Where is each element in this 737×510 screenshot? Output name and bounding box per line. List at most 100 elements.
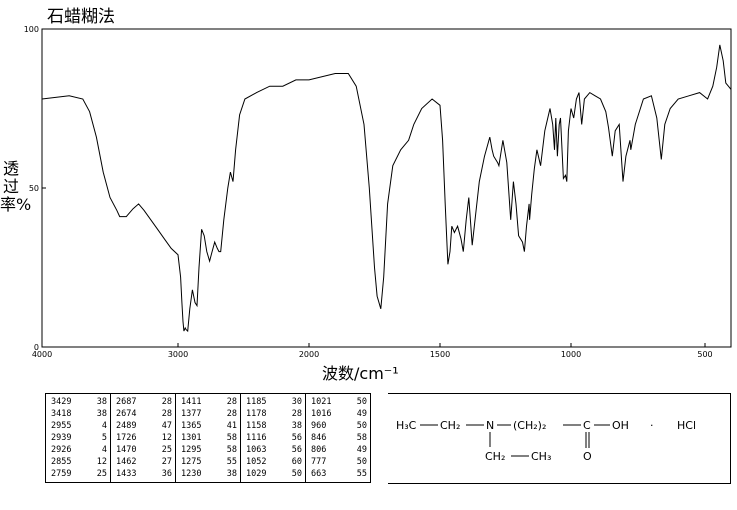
peak-transmittance: 4 [101, 445, 107, 455]
peak-table: 3429 38 3418 38 2955 4 2939 5 2926 4 2855 12 2759 25 2… [45, 393, 371, 483]
peak-entry: 663 55 [311, 468, 367, 480]
peak-entry: 1462 27 [116, 456, 172, 468]
peak-column-group: 2687 28 2674 28 2489 47 1726 12 1470 25 1462 27 1433… [110, 393, 176, 483]
peak-transmittance: 58 [226, 445, 237, 455]
peak-entry: 1230 38 [181, 468, 237, 480]
peak-wavenumber: 1433 [116, 469, 137, 479]
peak-transmittance: 25 [161, 445, 172, 455]
peak-wavenumber: 1021 [311, 397, 332, 407]
peak-wavenumber: 1301 [181, 433, 202, 443]
peak-wavenumber: 1295 [181, 445, 202, 455]
peak-transmittance: 55 [356, 469, 367, 479]
y-tick-label: 100 [24, 25, 39, 34]
peak-transmittance: 50 [356, 457, 367, 467]
peak-wavenumber: 1029 [246, 469, 267, 479]
peak-entry: 1158 38 [246, 420, 302, 432]
struct-o: O [583, 450, 592, 463]
peak-entry: 1063 56 [246, 444, 302, 456]
struct-chain: (CH₂)₂ [513, 419, 546, 432]
x-tick-label: 500 [697, 350, 712, 359]
peak-wavenumber: 1275 [181, 457, 202, 467]
struct-branch-ch2: CH₂ [485, 450, 505, 463]
peak-entry: 1016 49 [311, 408, 367, 420]
struct-oh: OH [612, 419, 629, 432]
peak-transmittance: 28 [226, 397, 237, 407]
structure-box: H₃C CH₂ N (CH₂)₂ C OH · HCl O CH₂ CH₃ [388, 393, 731, 484]
peak-entry: 2855 12 [51, 456, 107, 468]
peak-wavenumber: 1411 [181, 397, 202, 407]
peak-entry: 1275 55 [181, 456, 237, 468]
peak-transmittance: 12 [161, 433, 172, 443]
peak-transmittance: 27 [161, 457, 172, 467]
peak-wavenumber: 1063 [246, 445, 267, 455]
peak-wavenumber: 846 [311, 433, 327, 443]
peak-wavenumber: 2939 [51, 433, 72, 443]
peak-entry: 2926 4 [51, 444, 107, 456]
peak-transmittance: 49 [356, 409, 367, 419]
peak-entry: 1178 28 [246, 408, 302, 420]
peak-entry: 806 49 [311, 444, 367, 456]
peak-wavenumber: 1016 [311, 409, 332, 419]
peak-transmittance: 47 [161, 421, 172, 431]
peak-wavenumber: 2489 [116, 421, 137, 431]
peak-transmittance: 28 [291, 409, 302, 419]
peak-transmittance: 41 [226, 421, 237, 431]
peak-wavenumber: 3429 [51, 397, 72, 407]
peak-wavenumber: 2687 [116, 397, 137, 407]
peak-transmittance: 38 [226, 469, 237, 479]
struct-carbonyl-c: C [583, 419, 591, 432]
peak-wavenumber: 2955 [51, 421, 72, 431]
struct-branch-ch3: CH₃ [531, 450, 551, 463]
chemical-structure: H₃C CH₂ N (CH₂)₂ C OH · HCl O CH₂ CH₃ [396, 419, 696, 463]
peak-entry: 1470 25 [116, 444, 172, 456]
peak-entry: 1029 50 [246, 468, 302, 480]
peak-wavenumber: 2855 [51, 457, 72, 467]
peak-table-row: 3429 38 3418 38 2955 4 2939 5 2926 4 2855 12 2759 25 2… [45, 393, 371, 483]
peak-column-group: 1411 28 1377 28 1365 41 1301 58 1295 58 1275 55 1230… [175, 393, 241, 483]
peak-wavenumber: 1230 [181, 469, 202, 479]
peak-transmittance: 25 [96, 469, 107, 479]
peak-wavenumber: 960 [311, 421, 327, 431]
peak-wavenumber: 3418 [51, 409, 72, 419]
x-tick-label: 3000 [168, 350, 188, 359]
peak-wavenumber: 1185 [246, 397, 267, 407]
series-line-transmittance [41, 44, 732, 333]
x-ticks: 4000 3000 2000 1500 1000 500 [32, 343, 713, 359]
x-tick-label: 1500 [430, 350, 450, 359]
peak-transmittance: 60 [291, 457, 302, 467]
peak-transmittance: 55 [226, 457, 237, 467]
peak-wavenumber: 1377 [181, 409, 202, 419]
peak-transmittance: 38 [96, 409, 107, 419]
peak-column-group: 1185 30 1178 28 1158 38 1116 56 1063 56 1052 60 1029… [240, 393, 306, 483]
peak-transmittance: 28 [161, 397, 172, 407]
x-tick-label: 2000 [299, 350, 319, 359]
peak-wavenumber: 1178 [246, 409, 267, 419]
peak-transmittance: 38 [291, 421, 302, 431]
peak-column-group: 1021 50 1016 49 960 50 846 58 806 49 777 50 663 55 [305, 393, 371, 483]
peak-wavenumber: 806 [311, 445, 327, 455]
peak-entry: 1301 58 [181, 432, 237, 444]
peak-entry: 1365 41 [181, 420, 237, 432]
struct-hcl: HCl [677, 419, 696, 432]
peak-transmittance: 58 [226, 433, 237, 443]
peak-wavenumber: 2926 [51, 445, 72, 455]
peak-entry: 846 58 [311, 432, 367, 444]
peak-transmittance: 50 [356, 397, 367, 407]
peak-wavenumber: 2759 [51, 469, 72, 479]
struct-n: N [486, 419, 494, 432]
peak-transmittance: 28 [161, 409, 172, 419]
peak-wavenumber: 1158 [246, 421, 267, 431]
peak-transmittance: 50 [356, 421, 367, 431]
peak-entry: 1052 60 [246, 456, 302, 468]
peak-entry: 960 50 [311, 420, 367, 432]
peak-entry: 777 50 [311, 456, 367, 468]
peak-transmittance: 50 [291, 469, 302, 479]
peak-entry: 1377 28 [181, 408, 237, 420]
peak-wavenumber: 1116 [246, 433, 267, 443]
peak-entry: 2955 4 [51, 420, 107, 432]
peak-wavenumber: 1726 [116, 433, 137, 443]
peak-entry: 2939 5 [51, 432, 107, 444]
peak-wavenumber: 1462 [116, 457, 137, 467]
peak-entry: 2674 28 [116, 408, 172, 420]
peak-wavenumber: 1365 [181, 421, 202, 431]
